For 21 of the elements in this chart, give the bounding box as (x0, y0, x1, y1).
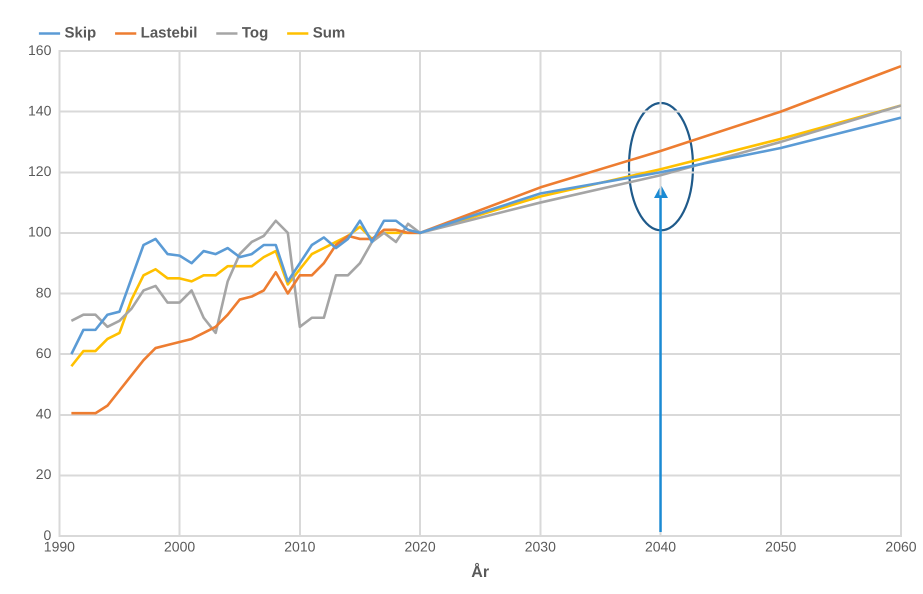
x-axis-title: År (471, 562, 490, 581)
y-tick-label: 100 (28, 224, 52, 240)
x-tick-label: 2000 (164, 538, 196, 554)
x-tick-label: 2050 (765, 538, 797, 554)
legend-label: Lastebil (140, 24, 198, 42)
y-tick-label: 140 (28, 102, 52, 118)
legend-label: Skip (64, 24, 96, 42)
y-tick-label: 120 (28, 163, 52, 180)
y-tick-label: 60 (36, 344, 52, 361)
y-tick-label: 20 (36, 466, 52, 482)
x-tick-label: 2030 (524, 538, 556, 554)
legend-label: Tog (242, 24, 268, 42)
y-tick-label: 80 (36, 284, 52, 300)
x-tick-label: 2010 (284, 538, 316, 554)
y-tick-label: 160 (28, 42, 52, 58)
y-tick-label: 0 (44, 526, 52, 543)
x-tick-label: 2060 (885, 538, 917, 554)
y-tick-label: 40 (36, 406, 52, 422)
x-tick-label: 2020 (404, 538, 436, 554)
legend-label: Sum (312, 24, 346, 42)
x-tick-label: 2040 (644, 538, 676, 554)
